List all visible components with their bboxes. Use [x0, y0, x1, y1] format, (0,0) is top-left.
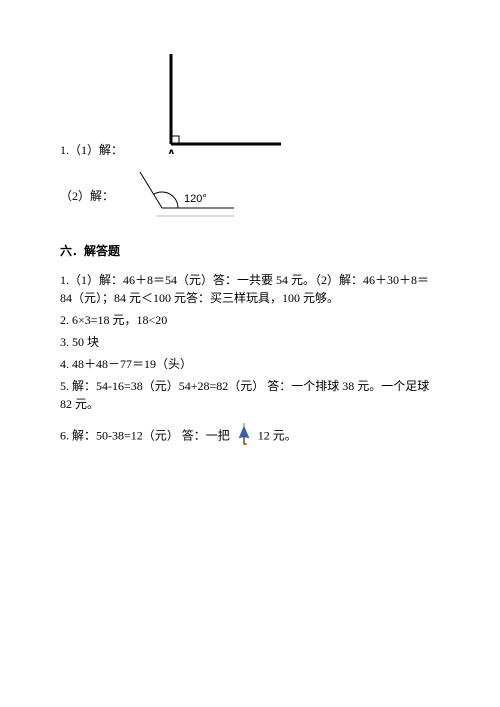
umbrella-svg [235, 423, 253, 445]
right-angle-svg: A [131, 44, 281, 154]
section6-title: 六．解答题 [60, 242, 440, 259]
q1-part1-label: 1.（1）解： [60, 141, 123, 158]
answer-5: 5. 解：54-16=38（元）54+28=82（元） 答：一个排球 38 元。… [60, 377, 440, 413]
umbrella-icon [235, 423, 253, 450]
angle120-svg: 120° [122, 168, 242, 218]
answer-6-post: 12 元。 [258, 428, 297, 442]
page: 1.（1）解： A （2）解： 120° 六．解答题 1.（1）解：46＋8＝5… [0, 0, 500, 707]
angle120-figure: 120° [122, 168, 242, 222]
q1-part2-row: （2）解： 120° [60, 168, 440, 222]
answer-1: 1.（1）解：46＋8＝54（元）答：一共要 54 元。（2）解：46＋30＋8… [60, 271, 440, 307]
q1-part1-row: 1.（1）解： A [60, 44, 440, 158]
q1-part2-label: （2）解： [60, 187, 114, 204]
answer-4: 4. 48＋48－77＝19（头） [60, 355, 440, 373]
svg-text:A: A [167, 147, 176, 154]
answer-6-pre: 6. 解：50-38=12（元） 答：一把 [60, 428, 233, 442]
svg-text:120°: 120° [184, 193, 207, 205]
answer-2: 2. 6×3=18 元，18<20 [60, 311, 440, 329]
answer-3: 3. 50 块 [60, 333, 440, 351]
right-angle-figure: A [131, 44, 281, 158]
answer-6: 6. 解：50-38=12（元） 答：一把 12 元。 [60, 423, 440, 450]
